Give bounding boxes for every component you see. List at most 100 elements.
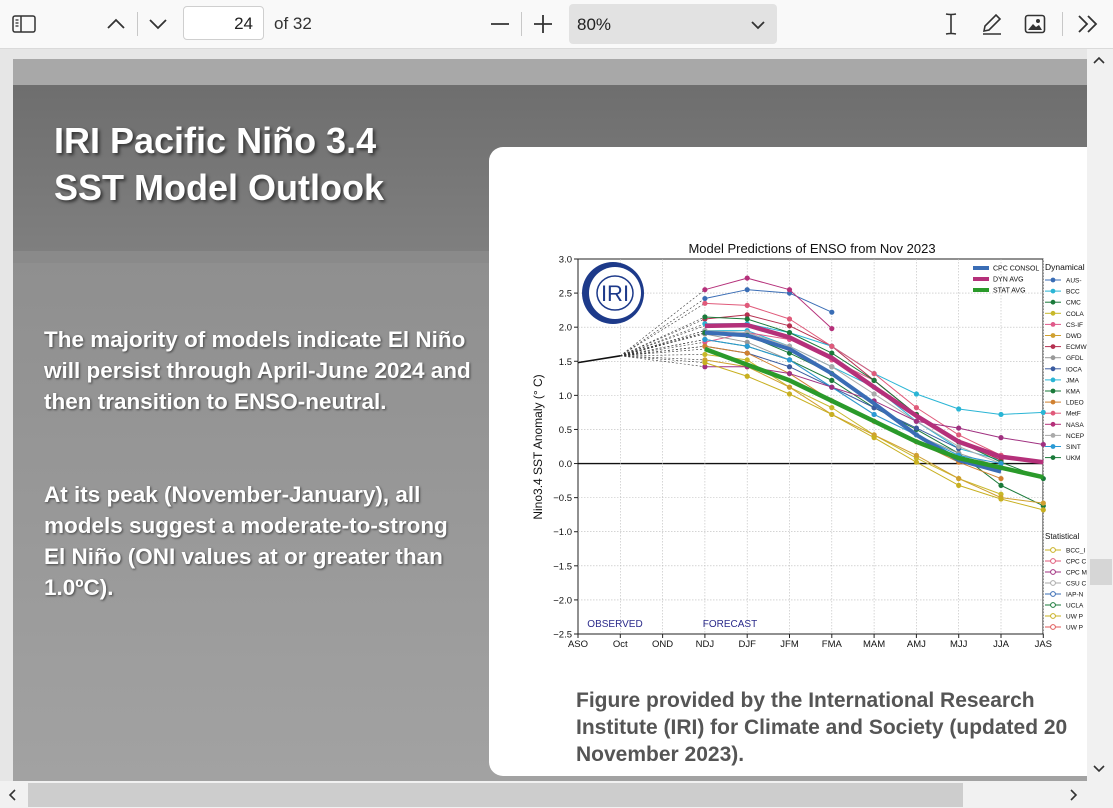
series-point: [871, 391, 877, 397]
y-axis: 3.0 2.5 2.0 1.5 1.0 0.5 0.0 −0.5 −1.0 −1.5 −2.0 −2.…: [553, 255, 578, 641]
series-line: [704, 289, 833, 313]
y-axis-label: Nino3.4 SST Anomaly (° C): [531, 374, 545, 519]
y-tick-label: 1.0: [559, 391, 572, 402]
legend-dyn-label: IOCA: [1066, 366, 1083, 373]
logo-disc: [589, 267, 641, 319]
fan-line: [620, 332, 705, 357]
series-point: [829, 377, 835, 383]
series-point: [913, 391, 919, 397]
zoom-out-icon[interactable]: [484, 0, 516, 48]
observed-label: OBSERVED: [587, 619, 642, 630]
legend-dyn-label: GFDL: [1066, 355, 1084, 362]
series-point: [829, 350, 835, 356]
series-point: [829, 405, 835, 411]
legend-main-label: DYN AVG: [993, 277, 1024, 284]
legend-dyn-label: BCC: [1066, 289, 1080, 296]
page-number-input[interactable]: 24: [183, 6, 264, 40]
x-tick-label: AMJ: [907, 639, 926, 650]
legend-dyn-marker: [1050, 322, 1056, 327]
series-point: [871, 370, 877, 377]
y-tick-label: 2.5: [559, 289, 572, 300]
zoom-in-icon[interactable]: [527, 0, 559, 48]
vertical-scroll-thumb[interactable]: [1090, 559, 1112, 585]
x-tick-label: MJJ: [950, 639, 968, 650]
slide-title-line2: SST Model Outlook: [54, 167, 384, 208]
series-point: [871, 435, 877, 441]
legend-dyn-label: SINT: [1066, 444, 1081, 451]
sidebar-toggle-icon[interactable]: [4, 0, 44, 48]
y-tick-label: −0.5: [553, 493, 572, 504]
series-point: [744, 312, 750, 318]
series-point: [913, 425, 919, 431]
series-point: [829, 309, 835, 315]
legend-dyn-marker: [1050, 355, 1056, 361]
legend-dyn-label: JMA: [1066, 377, 1080, 384]
legend-stat-marker: [1050, 558, 1056, 564]
series-point: [744, 275, 750, 281]
legend-stat-label: CPC C: [1066, 559, 1087, 566]
series-point: [913, 452, 919, 458]
more-tools-icon[interactable]: [1070, 0, 1106, 48]
legend-dyn-label: DWD: [1066, 333, 1082, 340]
legend-dyn-label: CS-IF: [1066, 322, 1083, 329]
legend-dyn-marker: [1050, 333, 1056, 338]
series-line: [704, 330, 1002, 465]
pdf-page: IRI Pacific Niño 3.4 SST Model Outlook T…: [13, 59, 1087, 781]
legend-stat-marker: [1050, 547, 1056, 553]
series-point: [744, 287, 750, 293]
logo-label: IRI: [601, 281, 629, 306]
series-point: [956, 425, 962, 431]
series-point: [744, 350, 750, 356]
chart-title: Model Predictions of ENSO from Nov 2023: [688, 241, 935, 256]
series-point: [702, 300, 708, 306]
series-point: [829, 411, 835, 418]
scroll-down-icon[interactable]: [1091, 762, 1107, 780]
series-line: [704, 302, 1002, 456]
series-point: [956, 443, 962, 450]
legend-dyn-marker: [1050, 366, 1056, 372]
logo-inner-ring: [596, 275, 634, 311]
x-axis: ASO Oct OND NDJ DJF JFM FMA MAM AMJ MJJ JJA JAS: [568, 634, 1052, 650]
x-tick-label: ASO: [568, 639, 588, 650]
scroll-left-icon[interactable]: [6, 787, 18, 808]
draw-icon[interactable]: [975, 0, 1009, 48]
y-tick-label: −1.5: [553, 561, 572, 572]
x-tick-label: FMA: [822, 639, 843, 650]
legend-stat-marker: [1050, 580, 1056, 586]
series-point: [871, 411, 877, 418]
series-point: [786, 330, 793, 336]
previous-page-icon[interactable]: [100, 0, 132, 48]
scroll-right-icon[interactable]: [1068, 787, 1080, 808]
pdf-toolbar: 24 of 32 80%: [0, 0, 1113, 49]
legend-dyn-label: NCEP: [1066, 433, 1084, 440]
series-point: [871, 377, 877, 383]
legend-stat-label: BCC_I: [1066, 548, 1085, 555]
legend-stat-marker: [1050, 569, 1056, 575]
x-tick-label: MAM: [863, 639, 885, 650]
series-point: [702, 336, 708, 343]
x-tick-label: NDJ: [696, 639, 715, 650]
scroll-up-icon[interactable]: [1091, 53, 1107, 71]
vertical-scrollbar[interactable]: [1087, 49, 1113, 781]
legend-dyn-marker: [1050, 433, 1056, 438]
fan-line: [620, 318, 706, 357]
text-select-icon[interactable]: [934, 0, 968, 48]
legend-dyn-marker: [1050, 310, 1056, 316]
horizontal-scroll-thumb[interactable]: [28, 783, 963, 807]
legend-dynamical-title: Dynamical: [1045, 262, 1085, 272]
fan-line: [620, 316, 706, 357]
next-page-icon[interactable]: [142, 0, 174, 48]
legend-dyn-label: AUS-: [1066, 278, 1082, 285]
series-point: [1040, 507, 1046, 513]
series-layer: [702, 275, 1046, 513]
zoom-select[interactable]: 80%: [569, 4, 777, 44]
add-image-icon[interactable]: [1018, 0, 1052, 48]
series-point: [998, 482, 1004, 488]
series-point: [786, 370, 793, 377]
legend-dyn-marker: [1050, 388, 1056, 394]
series-point: [913, 418, 919, 424]
y-tick-label: 0.5: [559, 425, 572, 436]
series-point: [702, 364, 708, 370]
series-point: [786, 316, 793, 322]
legend-stat-label: CSU C: [1066, 581, 1087, 588]
